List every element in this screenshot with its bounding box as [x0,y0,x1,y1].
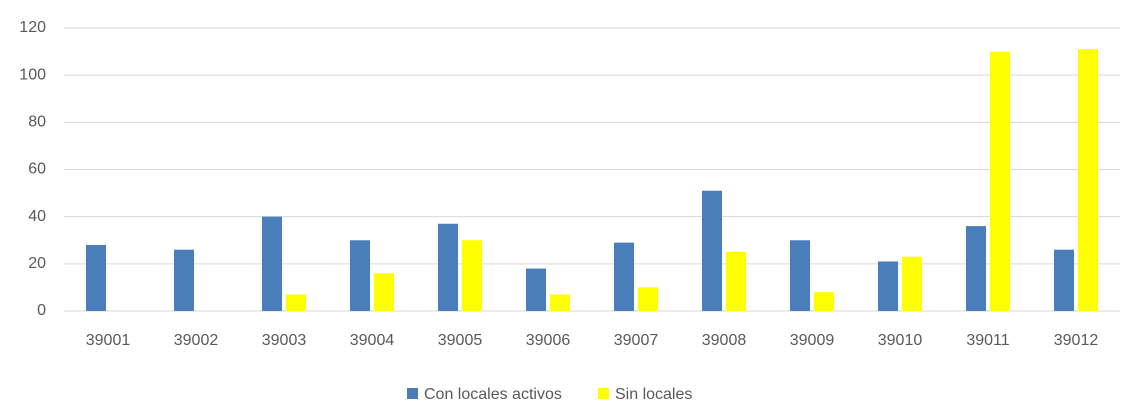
x-tick-label: 39009 [790,332,835,349]
bar [790,240,810,311]
bar [262,216,282,311]
bar [526,268,546,311]
bar [990,51,1010,311]
y-tick-label: 100 [19,66,46,83]
bar [286,294,306,311]
bar [550,294,570,311]
y-tick-label: 20 [28,255,46,272]
bar [814,292,834,311]
x-tick-label: 39004 [350,332,395,349]
y-tick-label: 40 [28,208,46,225]
x-tick-label: 39001 [86,332,131,349]
bar [374,273,394,311]
bar [702,190,722,311]
legend-label: Con locales activos [424,386,562,403]
y-tick-label: 80 [28,114,46,131]
bar [462,240,482,311]
bar [86,244,106,311]
bar [902,256,922,311]
bar [878,261,898,311]
bar [726,252,746,311]
legend-swatch [598,388,609,399]
bar [614,242,634,311]
legend-swatch [407,388,418,399]
bar [638,287,658,311]
x-tick-label: 39002 [174,332,219,349]
x-tick-label: 39008 [702,332,747,349]
y-tick-label: 0 [37,302,46,319]
bar [1078,49,1098,311]
y-tick-label: 120 [19,19,46,36]
x-tick-label: 39003 [262,332,307,349]
bar [438,223,458,311]
x-tick-label: 39012 [1054,332,1099,349]
legend-label: Sin locales [615,386,692,403]
x-tick-label: 39005 [438,332,483,349]
y-tick-label: 60 [28,161,46,178]
bar [350,240,370,311]
bar [174,249,194,311]
x-tick-label: 39011 [966,332,1009,349]
x-tick-label: 39007 [614,332,659,349]
bar [966,226,986,311]
x-tick-label: 39006 [526,332,571,349]
x-tick-label: 39010 [878,332,923,349]
bar [1054,249,1074,311]
